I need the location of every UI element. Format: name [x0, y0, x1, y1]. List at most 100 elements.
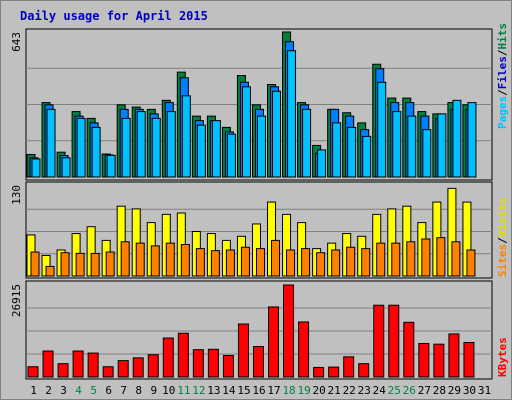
- panel-2-ymax-label: 130: [10, 185, 23, 205]
- kbytes-bar: [27, 366, 39, 378]
- kbytes-bar: [147, 354, 159, 378]
- pages-bar: [467, 102, 477, 178]
- legend-pages: Pages: [496, 96, 509, 129]
- day-label: 16: [252, 384, 265, 397]
- kbytes-bar: [433, 343, 445, 378]
- panel-1-ymax-label: 643: [10, 32, 23, 52]
- chart-title: Daily usage for April 2015: [20, 9, 208, 23]
- kbytes-bar: [388, 304, 400, 378]
- sites-bar: [60, 252, 70, 277]
- sites-bar: [406, 241, 416, 277]
- kbytes-bar: [222, 354, 234, 378]
- pages-bar: [241, 86, 251, 178]
- kbytes-bar: [237, 323, 249, 378]
- day-label: 17: [267, 384, 280, 397]
- sites-bar: [195, 248, 205, 277]
- legend-sites: Sites: [496, 244, 509, 277]
- pages-bar: [422, 129, 432, 178]
- sites-bar: [421, 238, 431, 277]
- day-label: 13: [207, 384, 220, 397]
- kbytes-bar: [252, 346, 264, 378]
- day-label: 25: [388, 384, 401, 397]
- pages-bar: [151, 117, 161, 178]
- sites-bar: [331, 249, 341, 277]
- kbytes-bar: [463, 341, 475, 378]
- pages-bar: [61, 157, 71, 178]
- day-label: 14: [222, 384, 236, 397]
- day-label: 19: [297, 384, 310, 397]
- sites-bar: [30, 251, 40, 277]
- day-label: 27: [418, 384, 431, 397]
- sites-bar: [90, 252, 100, 277]
- pages-bar: [272, 90, 282, 178]
- day-label: 7: [120, 384, 127, 397]
- kbytes-bar: [373, 304, 385, 378]
- day-label: 8: [135, 384, 142, 397]
- sites-bar: [255, 248, 265, 277]
- pages-bar: [452, 99, 462, 178]
- kbytes-bar: [298, 321, 310, 378]
- kbytes-bar: [192, 349, 204, 378]
- pages-bar: [91, 126, 101, 178]
- pages-bar: [437, 113, 447, 178]
- legend-separator: /: [496, 89, 509, 96]
- legend-hits: Hits: [496, 23, 509, 50]
- legend-hits-files-pages: Pages/Files/Hits: [496, 23, 509, 129]
- sites-bar: [451, 241, 461, 277]
- kbytes-bar: [343, 356, 355, 378]
- pages-bar: [317, 149, 327, 178]
- pages-bar: [196, 124, 206, 178]
- pages-bar: [31, 158, 41, 178]
- day-label: 6: [105, 384, 112, 397]
- day-label: 9: [150, 384, 157, 397]
- day-label: 21: [328, 384, 341, 397]
- sites-bar: [45, 265, 55, 277]
- kbytes-bar: [177, 332, 189, 378]
- day-label: 20: [313, 384, 326, 397]
- sites-bar: [165, 242, 175, 277]
- sites-bar: [105, 251, 115, 277]
- pages-bar: [211, 120, 221, 178]
- day-label: 4: [75, 384, 82, 397]
- kbytes-bar: [313, 366, 325, 378]
- day-label: 2: [45, 384, 52, 397]
- pages-bar: [136, 111, 146, 178]
- day-label: 18: [282, 384, 295, 397]
- sites-bar: [75, 252, 85, 277]
- pages-bar: [362, 135, 372, 178]
- sites-bar: [361, 248, 371, 277]
- pages-bar: [392, 111, 402, 178]
- pages-bar: [347, 126, 357, 178]
- kbytes-bar: [132, 357, 144, 378]
- sites-bar: [286, 249, 296, 277]
- sites-bar: [466, 249, 476, 277]
- day-label: 28: [433, 384, 446, 397]
- day-label: 3: [60, 384, 67, 397]
- kbytes-bar: [403, 321, 415, 378]
- sites-bar: [346, 246, 356, 277]
- sites-bar: [391, 242, 401, 277]
- day-label: 30: [463, 384, 476, 397]
- day-label: 5: [90, 384, 97, 397]
- kbytes-bar: [117, 360, 129, 378]
- kbytes-bar: [328, 366, 340, 378]
- day-label: 12: [192, 384, 205, 397]
- day-label: 23: [358, 384, 371, 397]
- pages-bar: [332, 122, 342, 178]
- sites-bar: [301, 248, 311, 277]
- kbytes-bar: [162, 337, 174, 378]
- kbytes-bar: [72, 350, 84, 378]
- pages-bar: [121, 117, 131, 178]
- sites-bar: [240, 246, 250, 277]
- sites-bar: [376, 242, 386, 277]
- pages-bar: [302, 108, 312, 178]
- day-label: 31: [478, 384, 491, 397]
- kbytes-bar: [358, 363, 370, 378]
- sites-bar: [210, 250, 220, 277]
- kbytes-bar: [42, 350, 54, 378]
- kbytes-bar: [102, 366, 114, 378]
- kbytes-bar: [207, 348, 219, 378]
- panel-3-ymax-label: 26915: [10, 284, 23, 317]
